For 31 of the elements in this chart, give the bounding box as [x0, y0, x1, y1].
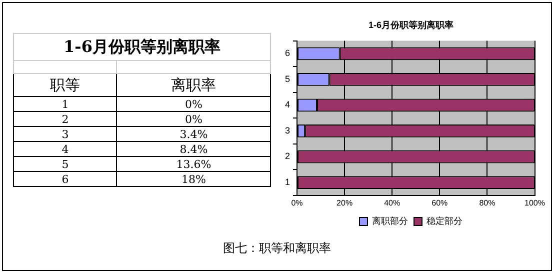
text: 图七：职等和离职率 [222, 240, 332, 257]
text: 5 [14, 156, 117, 172]
text: 18% [116, 172, 270, 186]
x-tick-label: 0% [291, 198, 303, 208]
text: 1-6月份职等别离职率 [14, 34, 270, 60]
y-tick-label: 4 [284, 100, 290, 110]
text: 离职率 [116, 74, 270, 96]
text: 13.6% [116, 156, 270, 172]
y-tick-label: 3 [284, 125, 290, 136]
x-tick-label: 80% [479, 198, 496, 208]
legend-label: 离职部分 [372, 216, 408, 226]
x-tick-label: 40% [384, 198, 400, 208]
x-tick-label: 100% [524, 198, 546, 208]
text: 8.4% [116, 142, 270, 156]
y-tick-label: 5 [284, 74, 290, 84]
text: 1 [14, 96, 117, 112]
text: 3.4% [116, 126, 270, 142]
y-tick-label: 2 [284, 151, 290, 162]
text: 4 [14, 142, 117, 156]
x-tick-label: 60% [432, 198, 448, 208]
legend-label: 稳定部分 [426, 216, 462, 226]
y-tick-label: 6 [284, 48, 290, 58]
text: 职等 [14, 74, 117, 96]
text: 2 [14, 112, 117, 126]
y-tick-label: 1 [284, 177, 290, 187]
text: 0% [116, 96, 270, 112]
x-tick-label: 20% [336, 198, 353, 208]
text: 0% [116, 112, 270, 126]
text: 3 [14, 126, 117, 142]
text: 6 [14, 172, 117, 186]
chart-title: 1-6月份职等别离职率 [368, 20, 454, 30]
